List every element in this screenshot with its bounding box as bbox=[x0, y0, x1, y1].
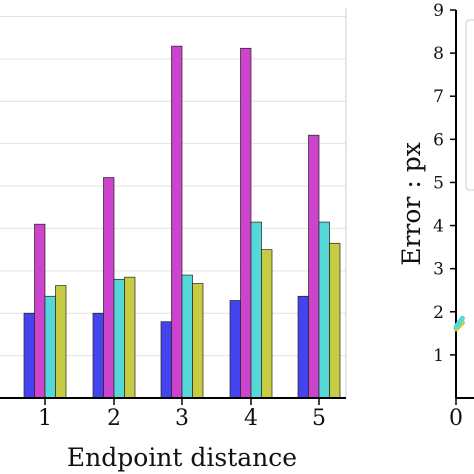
bar bbox=[192, 283, 204, 399]
x-tick-label: 3 bbox=[175, 406, 189, 431]
series-line bbox=[453, 315, 465, 330]
right-line-chart: 1 2 3 4 5 6 7 8 9 0 Error : px bbox=[397, 1, 474, 431]
left-bar-chart: 1 2 3 4 5 Endpoint distance bbox=[0, 8, 347, 472]
bar bbox=[261, 249, 273, 399]
bar bbox=[329, 242, 341, 399]
y-tick-label: 7 bbox=[433, 87, 444, 107]
x-axis-title: Endpoint distance bbox=[67, 443, 297, 472]
x-tick-label: 4 bbox=[244, 406, 258, 431]
bar bbox=[240, 47, 252, 399]
bar bbox=[113, 278, 125, 399]
bar bbox=[318, 221, 330, 399]
y-tick-label: 4 bbox=[433, 217, 444, 237]
bar bbox=[171, 45, 183, 399]
x-tick-label: 1 bbox=[38, 406, 52, 431]
bar bbox=[92, 312, 104, 399]
y-tick-label: 1 bbox=[433, 346, 444, 366]
y-axis-title: Error : px bbox=[397, 142, 426, 266]
y-tick-label: 6 bbox=[433, 130, 444, 150]
y-tick-label: 5 bbox=[433, 173, 444, 193]
bar bbox=[297, 295, 309, 399]
bar bbox=[308, 134, 320, 399]
x-tick-label: 2 bbox=[107, 406, 121, 431]
bar bbox=[55, 285, 67, 399]
bar bbox=[181, 274, 193, 399]
bar bbox=[124, 276, 136, 399]
x-tick-label: 5 bbox=[312, 406, 326, 431]
bar bbox=[23, 312, 35, 399]
bar bbox=[229, 300, 241, 399]
y-tick-label: 2 bbox=[433, 303, 444, 323]
y-tick-label: 9 bbox=[433, 1, 444, 21]
y-tick-label: 3 bbox=[433, 260, 444, 280]
x-tick-label: 0 bbox=[449, 406, 463, 431]
bar bbox=[34, 223, 46, 399]
bar bbox=[250, 221, 262, 399]
bar bbox=[103, 177, 115, 399]
y-tick-label: 8 bbox=[433, 44, 444, 64]
legend-box bbox=[465, 19, 474, 191]
bar bbox=[160, 321, 172, 399]
bar bbox=[44, 295, 56, 399]
